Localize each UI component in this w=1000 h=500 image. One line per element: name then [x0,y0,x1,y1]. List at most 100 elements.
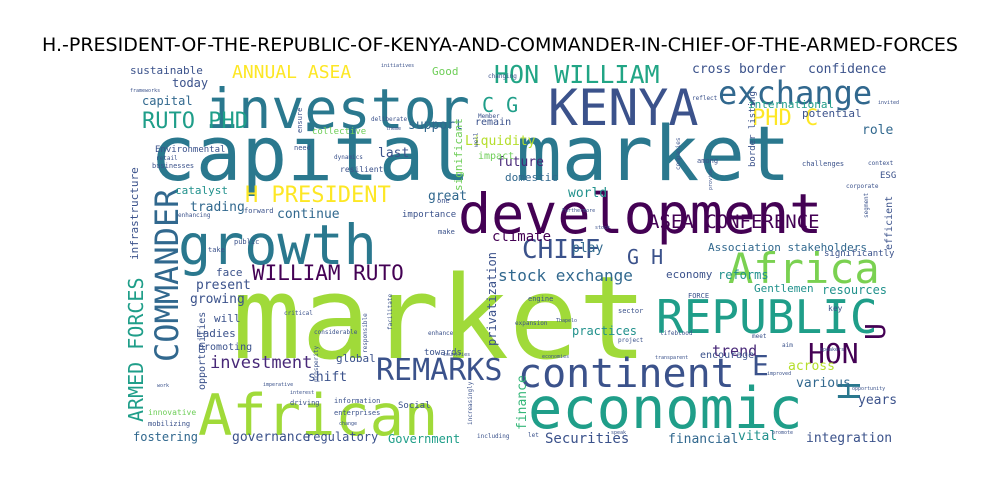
word-key: key [828,304,843,313]
word-hon-william: HON WILLIAM [494,60,660,89]
word-continue: continue [277,207,340,222]
word-vital: vital [738,429,777,444]
word-one: one [437,197,450,205]
word-finance: finance [515,375,530,430]
word-financial: financial [668,432,738,447]
word-prosperity: prosperity [313,345,320,382]
word-responsible: responsible [362,313,369,353]
word-significantly: significantly [824,249,895,259]
word-trading: trading [190,200,245,215]
word-h-president: H PRESIDENT [245,183,391,208]
word-role: role [862,123,893,138]
word-promote: promote [772,430,793,436]
word-exchange: exchange [718,74,872,112]
word-corporate: corporate [846,183,879,190]
word-kenya: KENYA [548,79,699,137]
word-today: today [172,76,208,90]
word-continent: continent [518,351,735,397]
word-annual-asea: ANNUAL ASEA [232,62,351,83]
word-ensure: ensure [296,108,304,133]
word-sustainable: sustainable [130,64,203,77]
word-theme: theme [386,126,401,132]
word-capital-market: capital market [150,109,791,198]
word-towards: towards [424,348,462,358]
word-armed-forces: ARMED FORCES [124,278,148,423]
word-h: H [833,382,868,400]
word-resilient: resilient [340,165,384,174]
word-need: need [294,144,311,152]
word-good: Good [432,65,459,78]
word-last: last [378,146,409,161]
word-engine: engine [528,295,553,303]
word-efficient: efficient [884,196,895,250]
word-forward: forward [244,207,274,215]
word-esg: ESG [880,171,896,181]
chart-title: H.-PRESIDENT-OF-THE-REPUBLIC-OF-KENYA-AN… [42,34,958,56]
word-economies: economies [542,354,569,360]
word-growing: growing [190,292,245,307]
word-among: among [697,157,718,165]
word-africa: Africa [728,244,880,293]
word-enterprises: enterprises [334,409,380,417]
word-u: U [859,323,892,340]
word-william-ruto: WILLIAM RUTO [252,261,404,285]
word-countries: countries [443,352,470,358]
word-speakers: speakers [820,347,844,353]
word-deliberate: deliberate [371,116,408,123]
word-gentlemen: Gentlemen [754,282,814,295]
word-interest: interest [290,390,314,396]
word-invited: invited [878,100,899,106]
word-sector: sector [618,307,643,315]
word-work: work [157,383,169,389]
word-force: FORCE [688,292,709,300]
word-e: E [752,349,769,382]
word-companies: companies [675,137,682,170]
word-confidence: confidence [808,62,886,77]
word-across: across [788,359,835,374]
word-retail: retail [156,155,178,162]
word-promoting: promoting [198,342,252,353]
word-climate: climate [492,229,551,245]
word-environmental: Environmental [155,145,225,155]
word-provide: provide [708,169,714,190]
word-considerable: considerable [314,329,358,336]
word-years: years [858,393,897,408]
word-make: make [438,228,455,236]
word-aim: aim [782,342,793,349]
word-cross-border: cross border [692,62,786,77]
word-chief: CHIEF [522,235,600,265]
word-information: information [334,397,380,405]
word-asea-conference: ASEA CONFERENCE [648,211,820,233]
word-stock-exchange: stock exchange [498,266,633,285]
word-importance: importance [402,210,456,220]
word-segment: segment [863,192,870,218]
word-significant: significant [452,118,465,191]
word-member: Member [478,113,500,120]
word-transparent: transparent [655,355,688,361]
word-collective: collective [312,127,366,137]
word-economy: economy [666,268,713,281]
word-republic: REPUBLIC [656,290,878,344]
word-context: context [868,160,894,167]
word-global: global [336,352,376,365]
word-development: development [458,182,822,246]
word-various: various [796,376,851,391]
word-association-stakeholders: Association stakeholders [708,241,867,254]
word-g-h: G H [627,245,663,269]
word-speak: speak [611,430,626,436]
word-c-g: C G [482,93,518,117]
word-take: take [208,246,225,254]
word-government: Government [388,432,460,446]
word-economic: economic [528,376,803,442]
word-opportunities: opportunities [197,312,208,390]
word-future: future [497,155,544,170]
word-investor: investor [205,77,470,141]
word-mobilizing: mobilizing [148,420,190,428]
word-face: face [216,266,243,279]
word-impact: impact [478,151,514,162]
word-shift: shift [308,370,347,385]
word-driving: driving [290,399,320,407]
word-stock: stock [595,225,610,231]
word-great: great [428,189,467,204]
word-expansion: expansion [515,320,548,327]
